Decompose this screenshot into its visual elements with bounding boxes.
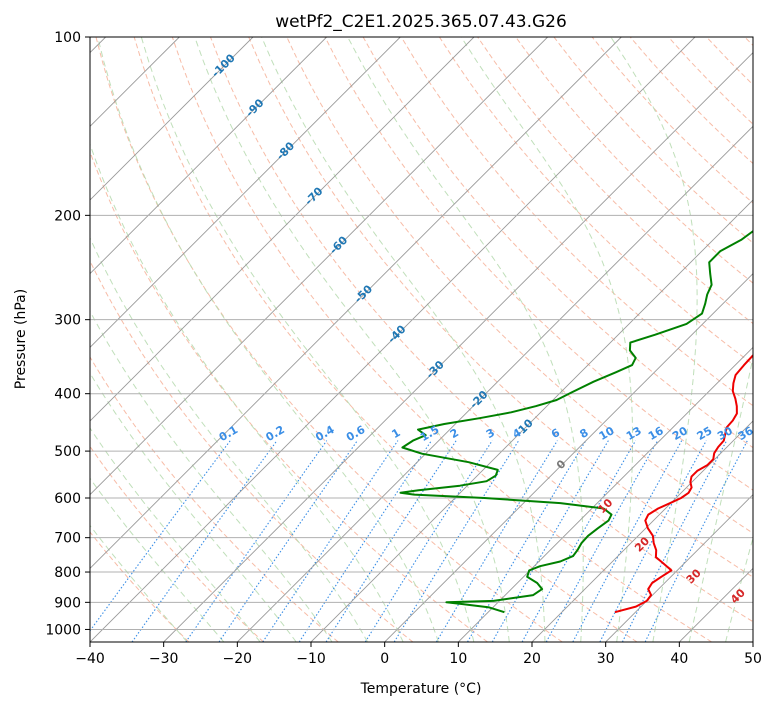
y-tick-label: 500 (54, 444, 81, 460)
dry-adiabat (324, 37, 753, 491)
isotherm (90, 37, 327, 275)
x-axis-label: Temperature (°C) (360, 681, 482, 697)
y-axis: 100 200 300 400 500 600 700 800 900 1000 (45, 30, 90, 638)
moist-adiabat (90, 524, 188, 642)
chart-title: wetPf2_C2E1.2025.365.07.43.G26 (275, 12, 567, 32)
mixing-ratio-line (435, 440, 558, 642)
moist-adiabat (261, 37, 546, 642)
moist-adiabat (688, 355, 753, 642)
moist-adiabat (347, 37, 584, 642)
mixing-ratio-line (325, 440, 457, 642)
dry-adiabat (248, 37, 753, 578)
background-lines (90, 37, 753, 642)
isotherm (90, 37, 475, 422)
dry-adiabat (133, 37, 638, 642)
mixing-ratio-line (599, 440, 707, 642)
x-tick-label: −40 (75, 651, 105, 667)
dry-adiabat (210, 37, 753, 623)
y-tick-label: 100 (54, 30, 81, 46)
y-tick-label: 400 (54, 387, 81, 403)
moist-adiabat (90, 310, 333, 642)
mixing-ratio-line (467, 440, 587, 642)
mixing-ratio-line (364, 440, 493, 642)
isotherm (90, 37, 622, 569)
moist-adiabat (90, 372, 297, 642)
mixing-ratio-line (621, 440, 728, 642)
isotherm (90, 37, 696, 642)
isotherm (458, 346, 753, 642)
y-tick-label: 300 (54, 313, 81, 329)
isotherm (90, 37, 548, 496)
dry-adiabat (90, 150, 488, 642)
mixing-ratio-label: 36 (736, 424, 756, 443)
moist-adiabat (610, 37, 698, 642)
plot-area (90, 37, 753, 642)
mixing-ratio-line (298, 440, 432, 642)
y-tick-label: 200 (54, 208, 81, 224)
y-tick-label: 700 (54, 531, 81, 547)
x-tick-label: 50 (744, 651, 762, 667)
isotherm (310, 199, 753, 642)
x-tick-label: 0 (380, 651, 389, 667)
isotherm (163, 52, 753, 642)
mixing-ratio-line (572, 440, 683, 642)
temperature-line (614, 354, 753, 614)
moist-adiabat (725, 536, 753, 642)
dry-adiabat (171, 37, 712, 642)
y-tick-label: 1000 (45, 622, 81, 638)
x-tick-label: 10 (449, 651, 467, 667)
plot-frame (89, 36, 754, 643)
isotherm (531, 420, 753, 642)
moist-adiabat (90, 236, 369, 642)
moist-adiabat (90, 477, 225, 642)
moist-adiabat (140, 37, 475, 642)
moist-adiabat (90, 427, 261, 642)
isotherm (237, 125, 753, 642)
dewpoint-line (399, 229, 753, 614)
mixing-ratio-line (491, 440, 609, 642)
y-axis-label: Pressure (hPa) (13, 289, 29, 389)
isotherm (605, 494, 753, 642)
dry-adiabat (90, 531, 190, 642)
dry-adiabat (400, 37, 753, 407)
dry-adiabat (90, 445, 264, 642)
mixing-ratio-line (262, 440, 399, 642)
x-tick-label: 40 (670, 651, 688, 667)
isotherm (384, 273, 753, 642)
y-tick-label: 600 (54, 491, 81, 507)
series-layer (399, 229, 753, 614)
dry-adiabat (90, 356, 339, 642)
moist-adiabat (90, 142, 404, 642)
isotherm (90, 37, 254, 201)
y-tick-label: 900 (54, 595, 81, 611)
isotherm (90, 37, 401, 348)
dry-adiabat (438, 37, 753, 366)
mixing-ratio-line (218, 440, 358, 642)
y-tick-label: 800 (54, 565, 81, 581)
x-tick-label: 20 (523, 651, 541, 667)
moist-adiabat (460, 37, 634, 642)
x-axis: −40 −30 −20 −10 0 10 20 30 40 50 (75, 642, 762, 667)
x-tick-label: −30 (149, 651, 179, 667)
x-tick-label: −10 (296, 651, 326, 667)
dry-adiabat (515, 37, 753, 284)
x-tick-label: 30 (597, 651, 615, 667)
x-tick-label: −20 (223, 651, 253, 667)
moist-adiabat (97, 37, 439, 642)
mixing-ratio-line (185, 440, 328, 642)
